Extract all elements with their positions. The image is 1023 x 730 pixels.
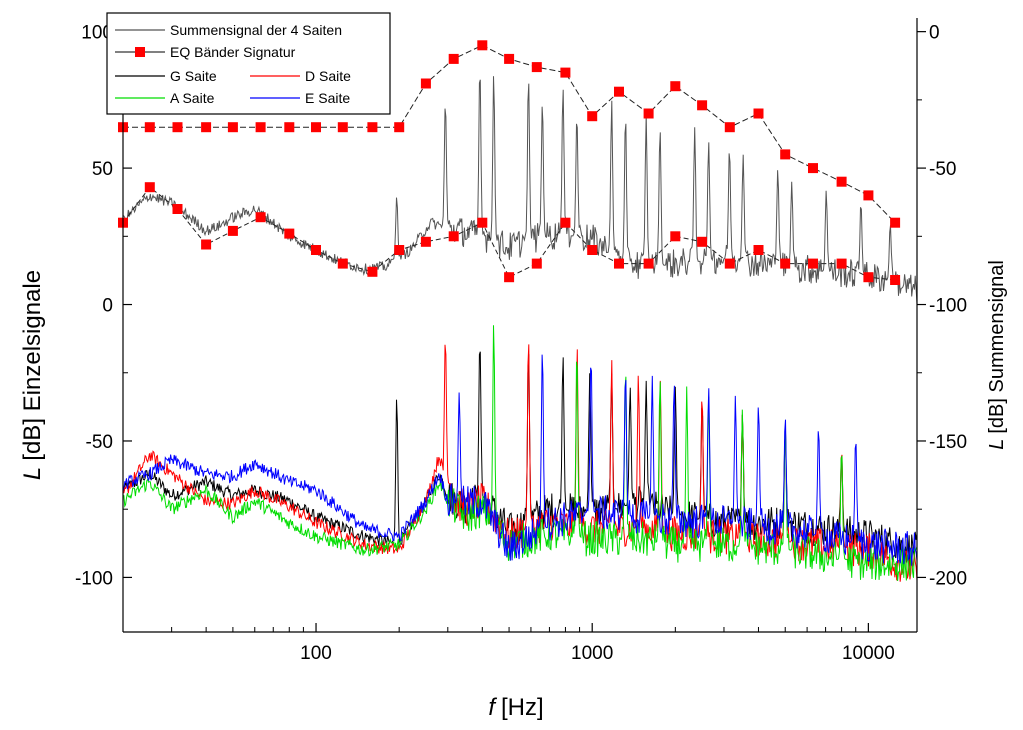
eq-lower-marker (227, 225, 238, 236)
eq-upper-marker (420, 78, 431, 89)
legend-a-label: A Saite (170, 90, 215, 106)
sum-signal-series (122, 76, 918, 305)
eq-lower-marker (448, 231, 459, 242)
eq-upper-marker (367, 122, 378, 133)
x-tick-label: 10000 (842, 643, 895, 664)
eq-upper-marker (144, 122, 155, 133)
eq-lower-marker (284, 228, 295, 239)
eq-upper-marker (172, 122, 183, 133)
x-axis-symbol: f (488, 694, 497, 721)
eq-upper-marker (337, 122, 348, 133)
eq-lower-marker (394, 245, 405, 255)
y-left-tick-label: 100 (81, 23, 113, 44)
series-summensignal (122, 76, 918, 305)
eq-upper-marker (504, 53, 515, 64)
eq-upper-marker (477, 40, 488, 51)
x-axis-title: f [Hz] (488, 694, 543, 721)
series-e-saite (122, 354, 918, 566)
eq-upper-marker (587, 111, 598, 122)
legend-eq-label: EQ Bänder Signatur (170, 44, 296, 60)
axes (122, 18, 918, 633)
eq-lower-marker (836, 258, 847, 269)
legend-d-label: D Saite (305, 68, 351, 84)
eq-lower-marker (367, 266, 378, 277)
x-axis-unit: [Hz] (501, 694, 544, 721)
y-right-tick-label: -100 (929, 296, 967, 317)
y-left-tick-label: -50 (86, 432, 113, 453)
eq-upper-marker (780, 149, 791, 160)
eq-upper-marker (836, 176, 847, 187)
left-y-axis-text: [dB] Einzelsignale (19, 270, 46, 461)
x-tick-label: 100 (300, 643, 332, 664)
y-left-tick-label: 50 (92, 159, 113, 180)
eq-lower-marker (560, 217, 571, 228)
eq-upper-marker (255, 122, 266, 133)
eq-lower-marker (587, 245, 598, 255)
eq-upper-marker (643, 108, 654, 119)
eq-upper-marker (808, 163, 818, 174)
eq-lower-marker (780, 258, 791, 269)
eq-lower-marker (337, 258, 348, 269)
eq-upper-marker (284, 122, 295, 133)
eq-lower-marker (144, 182, 155, 193)
eq-lower-marker (808, 258, 818, 269)
left-y-axis-title: L [dB] Einzelsignale (19, 270, 46, 480)
y-left-tick-label: 0 (102, 296, 113, 317)
eq-upper-marker (394, 122, 405, 133)
eq-lower-marker (643, 258, 654, 269)
legend: Summensignal der 4 Saiten EQ Bänder Sign… (106, 12, 391, 115)
eq-lower-marker (724, 258, 735, 269)
eq-lower-marker (311, 245, 321, 255)
eq-lower-marker (531, 258, 542, 269)
legend-g-label: G Saite (170, 68, 217, 84)
y-right-tick-label: 0 (929, 23, 940, 44)
eq-upper-marker (863, 190, 874, 201)
y-right-tick-label: -150 (929, 432, 967, 453)
eq-upper-marker (697, 100, 708, 111)
eq-upper-marker (201, 122, 212, 133)
left-y-axis-symbol: L (19, 467, 46, 480)
eq-lower-marker (255, 212, 266, 223)
legend-eq-marker (135, 47, 145, 57)
eq-upper-marker (448, 53, 459, 64)
eq-upper-marker (890, 217, 901, 228)
eq-lower-marker (697, 236, 708, 247)
right-y-axis-symbol: L (986, 439, 1008, 450)
y-right-tick-label: -50 (929, 159, 956, 180)
eq-lower-marker (890, 275, 901, 285)
legend-sum-label: Summensignal der 4 Saiten (170, 22, 342, 38)
x-tick-label: 1000 (571, 643, 613, 664)
eq-lower-marker (504, 272, 515, 283)
eq-lower-marker (420, 236, 431, 247)
right-y-axis-title: L [dB] Summensignal (986, 260, 1008, 450)
eq-upper-marker (753, 108, 764, 119)
ticks: 100 1000 10000 100 50 0 -50 -100 0 -50 -100 -150 -20… (75, 23, 967, 664)
y-left-tick-label: -100 (75, 568, 113, 589)
eq-lower-marker (477, 217, 488, 228)
eq-lower-marker (614, 258, 624, 269)
eq-signature-series (118, 40, 901, 285)
eq-upper-marker (560, 67, 571, 78)
eq-lower-marker (753, 245, 764, 255)
eq-lower-marker (670, 231, 681, 242)
eq-lower-marker (172, 204, 183, 214)
eq-upper-marker (670, 81, 681, 92)
string-spectra-series (122, 325, 918, 582)
eq-upper-marker (614, 86, 624, 97)
eq-upper-marker (227, 122, 238, 133)
eq-upper-marker (531, 62, 542, 73)
eq-lower-marker (863, 272, 874, 283)
right-y-axis-text: [dB] Summensignal (986, 260, 1008, 433)
eq-upper-marker (724, 122, 735, 133)
legend-e-label: E Saite (305, 90, 350, 106)
eq-upper-marker (311, 122, 321, 133)
y-right-tick-label: -200 (929, 568, 967, 589)
eq-lower-marker (201, 239, 212, 250)
